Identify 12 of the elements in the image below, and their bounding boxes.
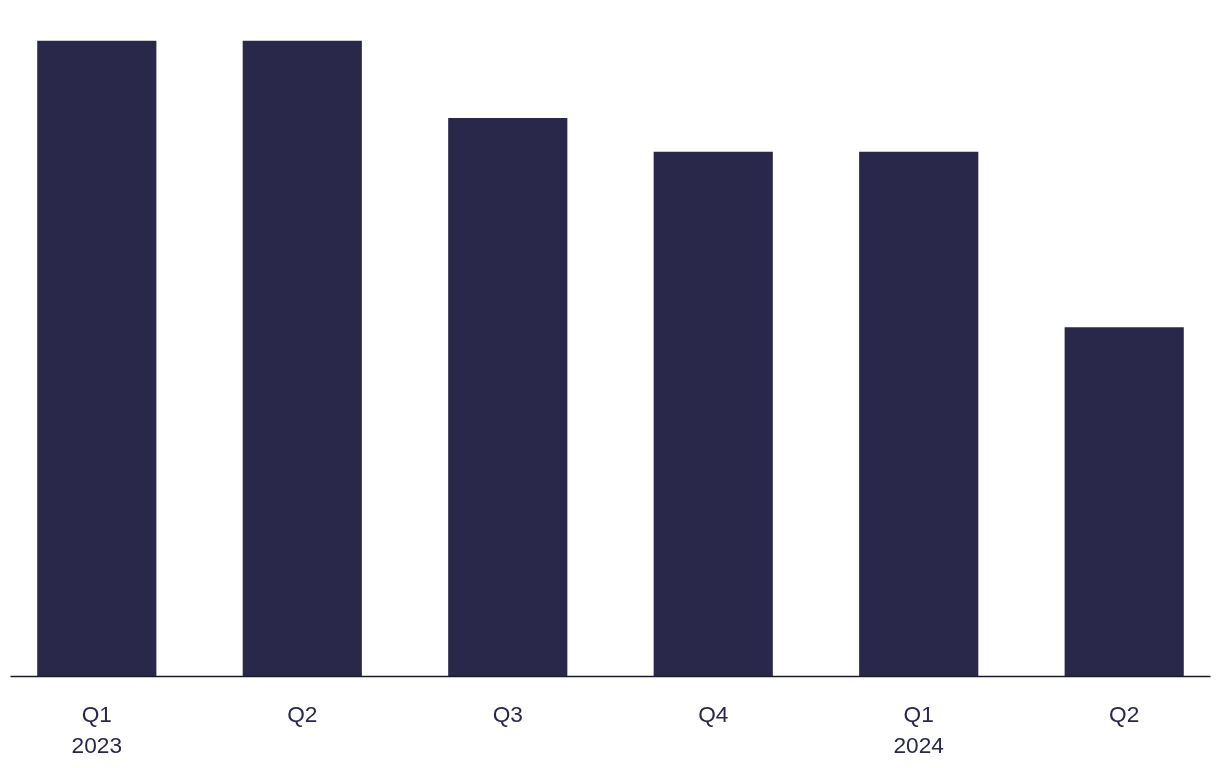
x-tick-label: Q2 xyxy=(287,700,318,727)
x-tick-label: Q3 xyxy=(492,700,523,727)
bar xyxy=(448,118,568,677)
bar xyxy=(37,40,157,677)
bar xyxy=(859,151,979,677)
x-tick-label: Q4 xyxy=(698,700,729,727)
bar xyxy=(1064,327,1184,677)
bar xyxy=(653,151,773,677)
x-tick-label: Q2 xyxy=(1109,700,1140,727)
x-tick-label: Q1 2023 xyxy=(71,700,123,758)
x-tick-label: Q1 2024 xyxy=(893,700,944,758)
bar xyxy=(242,40,362,677)
